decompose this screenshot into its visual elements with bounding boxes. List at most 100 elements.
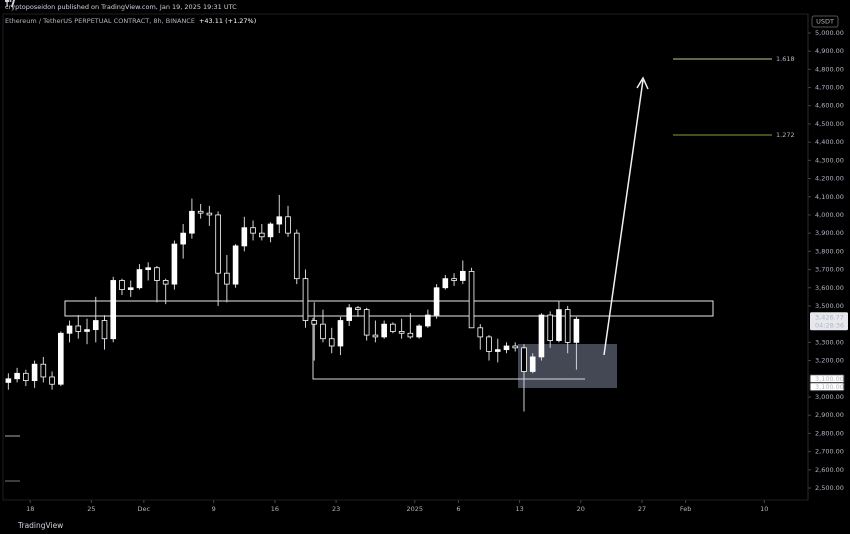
- x-tick-label: 18: [26, 505, 34, 513]
- candle-body: [241, 227, 248, 247]
- y-tick-label: 2,600.00: [815, 466, 844, 474]
- y-tick-label: 4,800.00: [815, 65, 844, 73]
- candle-body: [538, 314, 545, 358]
- y-tick-label: 3,600.00: [815, 284, 844, 292]
- candle-body: [267, 223, 274, 238]
- candle-body: [460, 270, 466, 281]
- y-tick-label: 3,000.00: [815, 393, 844, 401]
- x-tick-label: Dec: [138, 505, 151, 513]
- candle-body: [407, 332, 414, 338]
- candle-body: [521, 347, 527, 372]
- candle-body: [285, 216, 291, 234]
- y-tick-label: 4,600.00: [815, 102, 844, 110]
- candle-body: [363, 309, 370, 336]
- candle-body: [416, 325, 422, 338]
- candle-body: [372, 334, 379, 338]
- candle-body: [154, 267, 160, 281]
- range-bracket: [312, 318, 585, 380]
- candle-body: [477, 327, 484, 338]
- x-tick-label: 13: [515, 505, 523, 513]
- x-tick-label: 27: [638, 505, 646, 513]
- byline: cryptoposeidon published on TradingView.…: [5, 3, 237, 11]
- last-price-label: 3,426.77: [815, 313, 844, 321]
- candle-body: [206, 212, 213, 216]
- x-tick-label: 9: [212, 505, 216, 513]
- candle-body: [232, 245, 239, 285]
- candle-body: [529, 356, 536, 372]
- x-tick-label: 25: [87, 505, 95, 513]
- candle-body: [171, 243, 178, 285]
- projection-arrow: [603, 79, 644, 356]
- candle-body: [136, 269, 143, 289]
- candle-body: [224, 272, 230, 285]
- candle-body: [92, 320, 99, 331]
- fib-label: 1.618: [776, 55, 795, 63]
- candle-body: [145, 267, 151, 270]
- candle-body: [14, 372, 20, 380]
- y-tick-label: 3,800.00: [815, 247, 844, 255]
- y-tick-label: 4,100.00: [815, 193, 844, 201]
- candle-body: [398, 331, 405, 334]
- candle-body: [494, 349, 501, 352]
- candle-body: [162, 280, 169, 285]
- candle-body: [390, 323, 396, 332]
- y-tick-label: 4,200.00: [815, 175, 844, 183]
- candle-body: [293, 232, 300, 280]
- y-tick-label: 4,500.00: [815, 120, 844, 128]
- level-label: 3,100.00: [815, 383, 844, 391]
- candles: [5, 194, 580, 412]
- resistance-zone: [64, 300, 714, 317]
- candle-body: [468, 270, 475, 329]
- y-tick-label: 2,800.00: [815, 429, 844, 437]
- x-tick-label: 10: [760, 505, 768, 513]
- candle-body: [215, 214, 221, 274]
- x-tick-label: 16: [271, 505, 279, 513]
- candle-body: [381, 323, 387, 338]
- candle-body: [75, 325, 82, 332]
- y-tick-label: 2,900.00: [815, 411, 844, 419]
- candle-body: [119, 280, 125, 290]
- y-tick-label: 4,300.00: [815, 156, 844, 164]
- y-tick-label: 4,900.00: [815, 47, 844, 55]
- candle-body: [276, 216, 283, 225]
- candle-body: [49, 376, 55, 385]
- symbol: Ethereum / TetherUS PERPETUAL CONTRACT, …: [5, 17, 195, 25]
- y-tick-label: 3,200.00: [815, 357, 844, 365]
- candle-body: [564, 309, 571, 343]
- candle-body: [547, 314, 553, 341]
- price-change: +43.11 (+1.27%): [198, 17, 257, 25]
- candle-body: [433, 287, 440, 316]
- candle-body: [346, 307, 352, 321]
- candle-body: [40, 363, 47, 378]
- last-price-box: [810, 312, 848, 331]
- y-tick-label: 3,500.00: [815, 302, 844, 310]
- brand: TradingView: [18, 521, 64, 530]
- candle-body: [259, 232, 265, 238]
- logo: [5, 0, 15, 7]
- candle-body: [556, 309, 562, 341]
- x-tick-label: 20: [577, 505, 585, 513]
- y-tick-label: 2,500.00: [815, 484, 844, 492]
- candle-body: [302, 278, 309, 321]
- level-label: 3,100.00: [815, 375, 844, 383]
- candle-body: [250, 227, 256, 234]
- candle-body: [84, 329, 90, 332]
- x-tick-label: Feb: [680, 505, 692, 513]
- y-tick-label: 3,700.00: [815, 266, 844, 274]
- symbol-info: Ethereum / TetherUS PERPETUAL CONTRACT, …: [5, 17, 256, 25]
- fib-label: 1.272: [776, 131, 795, 139]
- currency-box: [811, 15, 839, 28]
- currency: USDT: [816, 18, 834, 26]
- candle-body: [486, 336, 492, 352]
- candle-body: [23, 372, 29, 381]
- y-tick-label: 4,700.00: [815, 84, 844, 92]
- candle-body: [58, 332, 64, 385]
- pane-border: [2, 13, 809, 501]
- arrow-head: [636, 76, 649, 90]
- y-tick-label: 4,000.00: [815, 211, 844, 219]
- candle-body: [311, 320, 318, 325]
- candle-body: [512, 345, 519, 349]
- candle-body: [110, 280, 117, 340]
- y-tick-label: 3,300.00: [815, 338, 844, 346]
